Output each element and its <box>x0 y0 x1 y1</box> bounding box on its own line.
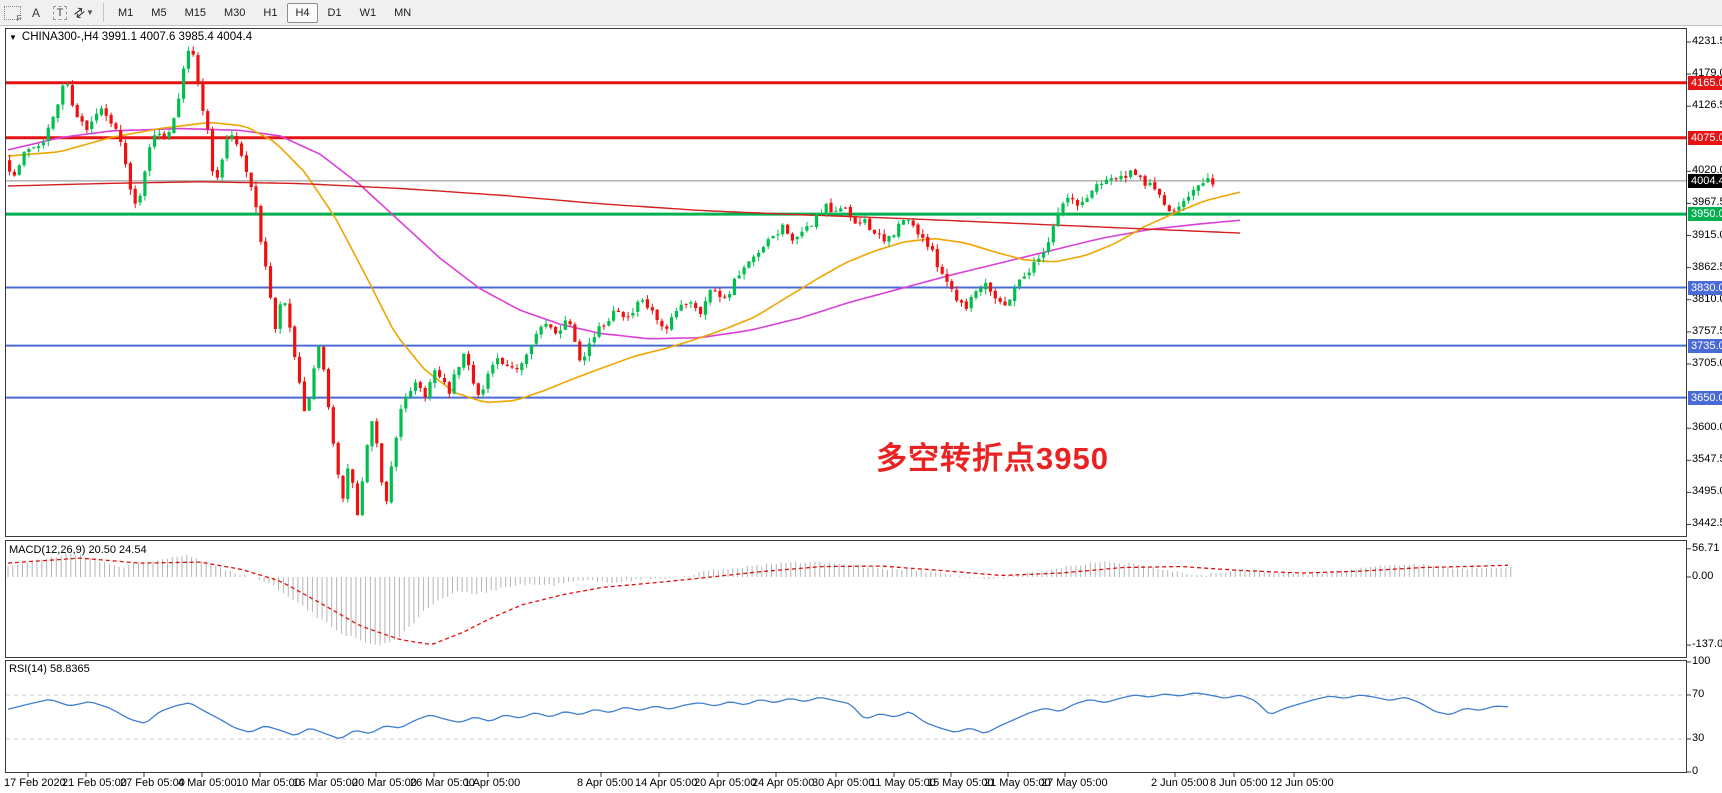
date-tick-label: 4 Mar 05:00 <box>178 777 237 789</box>
chart-title-text: CHINA300-,H4 3991.1 4007.6 3985.4 4004.4 <box>21 31 253 43</box>
rsi-levels <box>6 694 1686 740</box>
macd-signal-line <box>7 557 1509 645</box>
timeframe-button-w1[interactable]: W1 <box>359 6 377 19</box>
date-tick-label: 15 May 05:00 <box>927 777 994 789</box>
date-tick-label: 10 Mar 05:00 <box>236 777 301 789</box>
timeframe-button-m1[interactable]: M1 <box>118 6 134 19</box>
price-tick-label: 3705.0 <box>1692 356 1722 369</box>
macd-tick-label: 56.71 <box>1692 541 1720 554</box>
date-tick-label: 27 May 05:00 <box>1041 777 1108 789</box>
macd-tick-label: -137.01 <box>1692 638 1722 651</box>
price-badge: 4075.0 <box>1688 130 1722 145</box>
date-tick-label: 2 Jun 05:00 <box>1151 777 1209 789</box>
date-tick-label: 1 Apr 05:00 <box>464 777 521 789</box>
price-tick-label: 3547.5 <box>1692 453 1722 466</box>
chart-title: ▼ CHINA300-,H4 3991.1 4007.6 3985.4 4004… <box>9 31 252 43</box>
macd-tick-label: 0.00 <box>1692 570 1714 582</box>
price-tick-label: 3495.0 <box>1692 485 1722 498</box>
price-badge: 3735.0 <box>1688 338 1722 353</box>
rsi-indicator-label: RSI(14) 58.8365 <box>9 663 90 675</box>
chart-annotation-text[interactable]: 多空转折点3950 <box>876 441 1109 476</box>
grid-tool-icon[interactable]: F <box>2 3 22 23</box>
grid-tool-f-label: F <box>16 13 22 23</box>
date-tick-label: 26 Mar 05:00 <box>410 777 475 789</box>
price-tick-label: 3442.5 <box>1692 517 1722 530</box>
candles <box>8 46 1215 517</box>
price-badge: 3830.0 <box>1688 280 1722 295</box>
ma-orange <box>7 121 1241 404</box>
rsi-tick-label: 30 <box>1692 732 1705 744</box>
date-tick-label: 20 Apr 05:00 <box>694 777 757 789</box>
timeframe-button-m30[interactable]: M30 <box>223 6 246 19</box>
date-tick-label: 30 Apr 05:00 <box>812 777 875 789</box>
timeframe-button-mn[interactable]: MN <box>394 6 412 19</box>
axis-ticks <box>27 41 1691 777</box>
symbol-collapse-icon[interactable]: ▼ <box>9 32 17 42</box>
date-tick-label: 14 Apr 05:00 <box>635 777 698 789</box>
horizontal-lines <box>6 81 1686 399</box>
date-tick-label: 8 Apr 05:00 <box>577 777 634 789</box>
text-box-tool-icon[interactable]: T <box>50 3 70 23</box>
date-tick-label: 8 Jun 05:00 <box>1210 777 1268 789</box>
moving-averages <box>7 121 1241 404</box>
price-badge: 3650.0 <box>1688 390 1722 405</box>
price-tick-label: 4231.5 <box>1692 35 1722 47</box>
date-tick-label: 21 May 05:00 <box>984 777 1051 789</box>
date-tick-label: 21 Feb 05:00 <box>62 777 127 789</box>
ma-red <box>7 180 1241 234</box>
date-tick-label: 12 Jun 05:00 <box>1270 777 1334 789</box>
price-tick-label: 4020.0 <box>1692 164 1722 177</box>
timeframe-button-h4[interactable]: H4 <box>287 2 318 23</box>
rsi-tick-label: 100 <box>1692 655 1711 667</box>
price-tick-label: 3810.0 <box>1692 292 1722 305</box>
price-tick-label: 4126.5 <box>1692 99 1722 112</box>
timeframe-button-m5[interactable]: M5 <box>151 6 167 19</box>
date-tick-label: 17 Feb 2020 <box>4 777 66 789</box>
price-tick-label: 3967.5 <box>1692 196 1722 209</box>
price-badge: 4165.0 <box>1688 75 1722 90</box>
price-tick-label: 3915.0 <box>1692 228 1722 241</box>
timeframe-button-d1[interactable]: D1 <box>327 6 342 19</box>
dropdown-caret-icon: ▼ <box>85 8 94 17</box>
text-label-tool-icon[interactable]: A <box>31 5 40 20</box>
arrows-mode-icon[interactable]: ⇄ ▼ <box>70 2 94 22</box>
date-tick-label: 24 Apr 05:00 <box>752 777 815 789</box>
date-tick-label: 16 Mar 05:00 <box>293 777 358 789</box>
price-tick-label: 3757.5 <box>1692 324 1722 337</box>
panel-frames <box>5 28 1687 773</box>
timeframe-button-m15[interactable]: M15 <box>184 6 206 19</box>
timeframe-button-h1[interactable]: H1 <box>263 6 278 19</box>
rsi-tick-label: 0 <box>1692 765 1699 777</box>
date-tick-label: 27 Feb 05:00 <box>120 777 185 789</box>
ma-magenta <box>7 127 1241 340</box>
macd-indicator-label: MACD(12,26,9) 20.50 24.54 <box>9 544 147 556</box>
price-badge: 4004.4 <box>1688 173 1722 188</box>
toolbar-separator <box>103 3 104 22</box>
price-badge: 3950.0 <box>1688 207 1722 222</box>
date-tick-label: 20 Mar 05:00 <box>352 777 417 789</box>
timeframe-group: M1 M5 M15 M30 H1 H4 D1 W1 MN <box>109 2 420 23</box>
rsi-line <box>7 692 1509 739</box>
toolbar: F A T ⇄ ▼ M1 M5 M15 M30 H1 H4 D1 W1 MN <box>0 0 1722 26</box>
date-tick-label: 11 May 05:00 <box>870 777 936 789</box>
price-tick-label: 3600.0 <box>1692 421 1722 434</box>
rsi-tick-label: 70 <box>1692 688 1705 700</box>
price-tick-label: 3862.5 <box>1692 260 1722 273</box>
